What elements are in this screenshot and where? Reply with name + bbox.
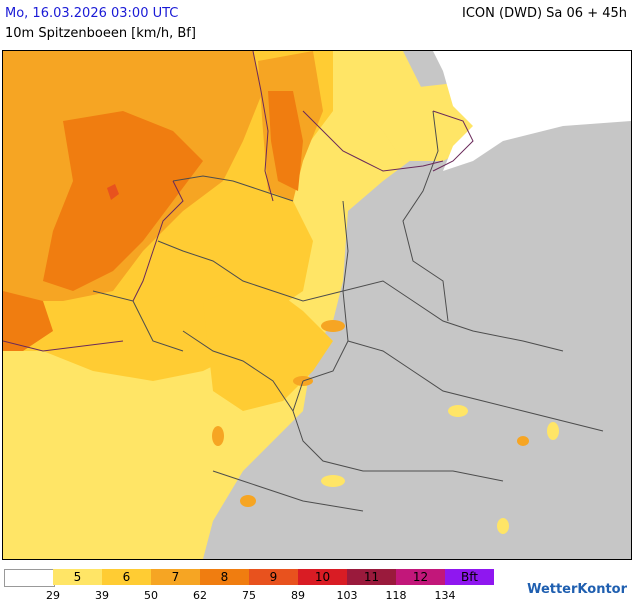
legend-swatch-label: 9 [269, 570, 278, 584]
legend-swatch: 12 [396, 569, 445, 585]
gust-area-bft8-north [268, 91, 303, 191]
parameter-title: 10m Spitzenboeen [km/h, Bf] [5, 26, 196, 41]
legend-tick: 134 [434, 589, 456, 602]
legend-swatch-label: Bft [461, 570, 478, 584]
legend-swatch-label: 8 [220, 570, 229, 584]
gust-area-bft8 [43, 111, 203, 291]
legend-swatch: 6 [102, 569, 151, 585]
legend-swatch: Bft [445, 569, 494, 585]
legend-swatch: 11 [347, 569, 396, 585]
country-borders [92, 110, 604, 512]
legend-swatch-label: 12 [412, 570, 429, 584]
legend-tick: 29 [46, 589, 60, 602]
legend-tick: 50 [144, 589, 158, 602]
gust-area-bft8-channel [3, 291, 53, 351]
wetterkontor-logo: WetterKontor [527, 582, 627, 597]
legend-swatch [4, 569, 55, 587]
legend-swatch: 5 [53, 569, 102, 585]
legend-swatch-label: 5 [73, 570, 82, 584]
legend-swatch-label: 7 [171, 570, 180, 584]
legend-swatch-label: 11 [363, 570, 380, 584]
coastlines [3, 51, 474, 352]
legend-tick: 39 [95, 589, 109, 602]
legend-swatch: 9 [249, 569, 298, 585]
legend-swatch: 8 [200, 569, 249, 585]
gust-cells-yellow [33, 405, 559, 534]
legend-swatch-label: 6 [122, 570, 131, 584]
gust-map [2, 50, 632, 560]
legend-swatch-label: 10 [314, 570, 331, 584]
gust-area-low-baltic [433, 51, 631, 171]
legend-swatch: 10 [298, 569, 347, 585]
legend-tick: 118 [385, 589, 407, 602]
forecast-date: Mo, 16.03.2026 03:00 UTC [5, 6, 179, 21]
gust-area-bft9 [107, 184, 119, 200]
legend-tick: 103 [336, 589, 358, 602]
legend-swatch: 7 [151, 569, 200, 585]
legend-tick: 62 [193, 589, 207, 602]
model-run: ICON (DWD) Sa 06 + 45h [462, 6, 627, 21]
legend-tick: 89 [291, 589, 305, 602]
legend-tick: 75 [242, 589, 256, 602]
